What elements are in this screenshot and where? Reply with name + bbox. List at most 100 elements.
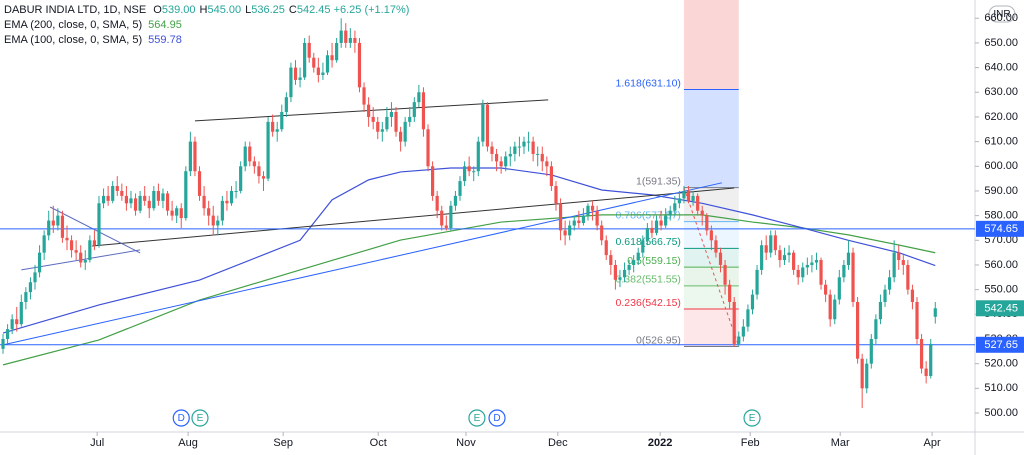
fib-band [683,267,739,286]
candle-body [746,309,750,327]
candle-body [111,186,115,201]
fib-label: 0.382(551.55) [616,274,681,286]
candle-body [563,230,567,236]
ma-row: EMA (100, close, 0, SMA, 5) 559.78 [4,33,409,48]
candle-body [330,55,334,61]
y-tick-label: 550.00 [984,284,1018,296]
candle-body [851,252,855,302]
candle-body [476,141,480,172]
event-badge[interactable] [743,409,761,427]
candle-body [60,215,65,238]
candle-body [855,301,860,359]
symbol-row: DABUR INDIA LTD, 1D, NSE O539.00 H545.00 L… [4,3,409,18]
x-tick-label: Aug [178,437,198,449]
change: +6.25 (+1.17%) [333,4,410,16]
event-badge[interactable] [172,409,190,427]
candle-body [709,230,713,241]
trendline [683,187,740,347]
candle-body [472,171,476,173]
event-label: E [749,413,756,424]
y-tick-label: 620.00 [984,111,1018,123]
quote-value: 545.00 [207,4,242,16]
candle-body [403,121,407,142]
y-tick-label: 580.00 [984,210,1018,222]
candle-body [312,57,316,68]
candle-body [801,267,805,278]
candle-body [357,42,362,88]
candle-body [919,338,924,369]
ma-line [2,214,936,366]
candle-body [837,277,841,300]
candle-body [69,240,74,251]
price-tag-label: 542.45 [984,303,1018,315]
candle-body [805,264,809,268]
candle-body [901,260,905,265]
candle-body [878,301,883,320]
candle-body [508,153,512,157]
quote-key: O [153,4,162,16]
candle-body [787,252,791,256]
candle-body [138,195,142,211]
candle-body [760,245,764,270]
candle-body [15,319,19,325]
currency-badge[interactable] [988,5,1016,23]
price-tag-label: 527.65 [984,339,1018,351]
event-badge[interactable] [191,409,209,427]
candle-body [755,269,759,295]
ma-name: EMA (200, close, 0, SMA, 5) [4,19,143,31]
candle-body [741,326,745,337]
candle-body [321,72,325,76]
ma-value: 564.95 [148,19,182,31]
candle-body [618,277,622,280]
candle-body [220,200,224,221]
candle-body [202,195,206,209]
candle-body [5,329,10,339]
candle-body [353,37,357,43]
candle-body [143,195,147,201]
candle-body [298,77,302,80]
candle-body [385,116,389,130]
candle-body [239,166,243,191]
candle-body [499,161,503,167]
price-tag-label: 574.65 [984,223,1018,235]
candle-body [444,225,448,228]
candle-body [234,190,238,192]
candle-body [545,161,549,167]
x-tick-label: Mar [831,437,850,449]
candle-body [504,156,508,167]
candle-body [28,282,33,293]
ma-name: EMA (100, close, 0, SMA, 5) [4,34,143,46]
candle-body [650,227,654,233]
candle-body [915,301,919,339]
candle-body [750,294,755,310]
candle-body [549,166,554,187]
candle-body [924,368,928,376]
candle-body [339,30,343,43]
candle-body [389,112,394,117]
x-tick-label: Jul [90,437,104,449]
event-badge[interactable] [488,409,506,427]
candle-body [147,200,151,209]
candle-body [842,264,846,278]
y-tick-label: 560.00 [984,259,1018,271]
candle-body [1,338,5,349]
candle-body [664,215,668,226]
candle-body [33,272,37,283]
candle-body [348,37,352,43]
candle-body [252,161,256,167]
event-label: E [197,413,204,424]
candle-body [65,237,69,241]
event-badge[interactable] [468,409,486,427]
quote-key: C [288,4,297,16]
candle-body [120,190,124,196]
candle-body [714,240,718,253]
candle-body [440,210,444,226]
candle-body [367,104,371,117]
quote-value: 542.45 [296,4,331,16]
x-tick-label: Oct [370,437,387,449]
candle-body [659,220,663,226]
candle-body [778,250,782,261]
candle-body [51,220,55,226]
candle-body [229,190,234,204]
